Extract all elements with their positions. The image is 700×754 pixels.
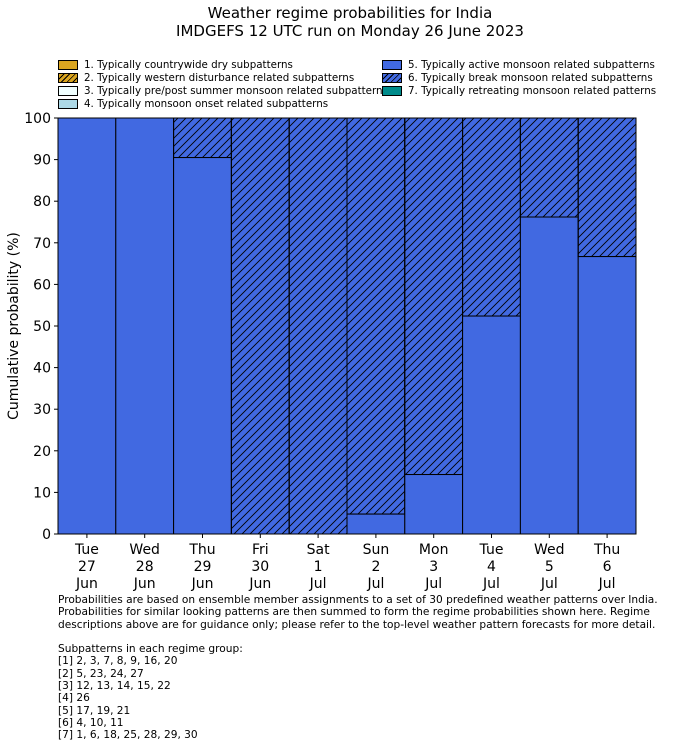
y-tick-label: 0	[42, 527, 51, 543]
bar-series5	[577, 256, 637, 535]
bar-hatch	[173, 117, 232, 159]
bar-hatch	[346, 117, 406, 515]
x-tick-label: Jun	[248, 576, 271, 592]
bar-series5	[57, 117, 117, 535]
legend-swatch	[382, 59, 402, 70]
legend-item: 4. Typically monsoon onset related subpa…	[58, 97, 328, 110]
x-tick-label: 27	[78, 559, 96, 575]
x-tick-label: Tue	[74, 542, 99, 558]
bar-series5	[346, 513, 406, 535]
x-tick-label: Jul	[482, 576, 500, 592]
y-tick-label: 60	[33, 277, 51, 293]
legend-label: 1. Typically countrywide dry subpatterns	[84, 58, 293, 71]
y-tick-label: 40	[33, 361, 51, 377]
bar-series5	[115, 117, 175, 535]
legend-swatch	[382, 85, 402, 96]
x-tick-label: Sun	[363, 542, 390, 558]
bar-series5	[519, 216, 579, 535]
bar-hatch	[519, 117, 579, 218]
x-tick-label: Jul	[309, 576, 327, 592]
bar-series5	[462, 315, 521, 535]
x-tick-label: Wed	[534, 542, 565, 558]
legend-label: 7. Typically retreating monsoon related …	[408, 84, 657, 97]
x-tick-label: Jun	[191, 576, 214, 592]
bar-hatch	[288, 117, 348, 535]
legend-label: 5. Typically active monsoon related subp…	[408, 58, 655, 71]
x-tick-label: 2	[371, 559, 380, 575]
y-tick-label: 80	[33, 194, 51, 210]
title: Weather regime probabilities for India	[207, 4, 493, 22]
legend-swatch	[58, 98, 78, 109]
y-tick-label: 10	[33, 485, 51, 501]
bar-hatch	[230, 117, 290, 535]
legend-swatch	[58, 85, 78, 96]
legend-item: 6. Typically break monsoon related subpa…	[382, 71, 653, 84]
x-tick-label: 6	[603, 559, 612, 575]
x-tick-label: Jun	[133, 576, 156, 592]
x-tick-label: 1	[314, 559, 323, 575]
bar-series5	[404, 474, 464, 535]
y-tick-label: 90	[33, 153, 51, 169]
x-tick-label: 30	[251, 559, 269, 575]
legend-swatch	[58, 72, 78, 83]
chart-title: Weather regime probabilities for India I…	[0, 4, 700, 40]
notes: Probabilities are based on ensemble memb…	[58, 594, 658, 742]
x-tick-label: 28	[136, 559, 154, 575]
legend-item: 1. Typically countrywide dry subpatterns	[58, 58, 293, 71]
x-tick-label: 29	[194, 559, 212, 575]
y-tick-label: 70	[33, 236, 51, 252]
x-tick-label: 4	[487, 559, 496, 575]
legend-label: 3. Typically pre/post summer monsoon rel…	[84, 84, 388, 97]
x-tick-label: Thu	[593, 542, 620, 558]
subtitle: IMDGEFS 12 UTC run on Monday 26 June 202…	[176, 22, 524, 40]
x-tick-label: Mon	[419, 542, 449, 558]
bar-hatch	[404, 117, 464, 476]
y-tick-label: 50	[33, 319, 51, 335]
x-tick-label: Tue	[479, 542, 504, 558]
bar-hatch	[577, 117, 637, 258]
legend-item: 3. Typically pre/post summer monsoon rel…	[58, 84, 388, 97]
x-tick-label: Jul	[366, 576, 384, 592]
x-tick-label: Sat	[307, 542, 330, 558]
bar-hatch	[462, 117, 521, 317]
x-tick-label: Jun	[75, 576, 98, 592]
legend-swatch	[382, 72, 402, 83]
bar-series5	[173, 157, 232, 535]
x-tick-label: 3	[429, 559, 438, 575]
x-tick-label: Fri	[252, 542, 269, 558]
y-tick-label: 30	[33, 402, 51, 418]
x-tick-label: Wed	[129, 542, 160, 558]
legend-label: 2. Typically western disturbance related…	[84, 71, 355, 84]
legend-item: 5. Typically active monsoon related subp…	[382, 58, 655, 71]
legend-label: 6. Typically break monsoon related subpa…	[408, 71, 653, 84]
legend-item: 2. Typically western disturbance related…	[58, 71, 354, 84]
x-tick-label: Jul	[540, 576, 558, 592]
legend-swatch	[58, 59, 78, 70]
y-tick-label: 20	[33, 444, 51, 460]
x-tick-label: Thu	[188, 542, 215, 558]
x-tick-label: Jul	[598, 576, 616, 592]
y-tick-label: 100	[24, 111, 51, 127]
y-axis-label: Cumulative probability (%)	[6, 232, 22, 420]
legend-item: 7. Typically retreating monsoon related …	[382, 84, 656, 97]
x-tick-label: 5	[545, 559, 554, 575]
legend-label: 4. Typically monsoon onset related subpa…	[84, 97, 329, 110]
x-tick-label: Jul	[424, 576, 442, 592]
